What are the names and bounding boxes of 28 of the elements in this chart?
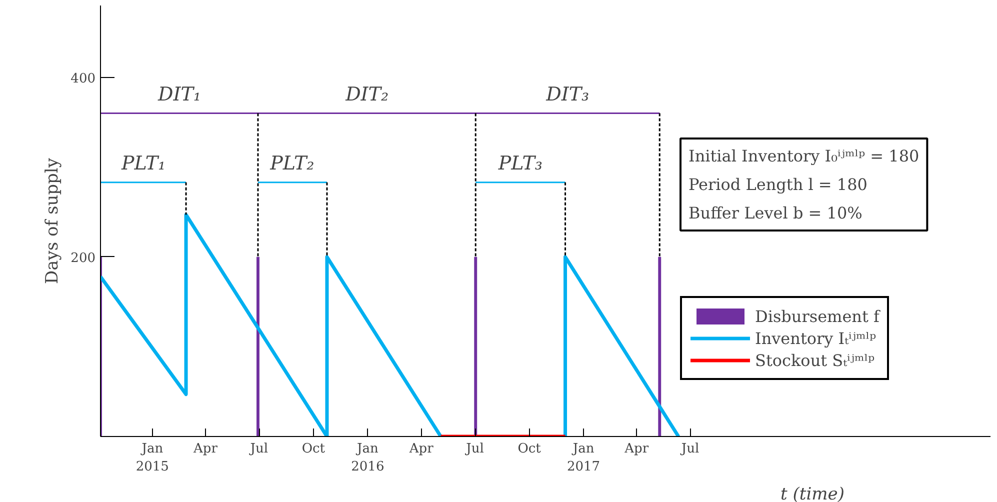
x-tick-label: Oct [302,442,326,456]
x-tick-label: Apr [408,442,434,456]
x-axis-title: t (time) [780,484,844,502]
x-tick-label: Jan 2016 [351,442,384,474]
annotation: Period Length l = 180 [688,175,868,194]
x-tick-label: Jul [464,442,484,456]
annotation: Buffer Level b = 10% [688,204,862,222]
x-tick-label: Jan 2015 [136,442,169,474]
y-axis-title: Days of supply [42,158,63,284]
x-tick-label: Oct [518,442,542,456]
x-tick-label: Jan 2017 [567,442,600,474]
annotation: DIT₃ [545,83,590,106]
x-tick-label: Apr [192,442,218,456]
x-tick-label: Jul [679,442,700,456]
legend-label: Stockout Sₜⁱʲᵐˡᵖ [755,350,875,370]
legend-label: Disbursement f [755,306,880,326]
annotation: DIT₁ [157,83,202,106]
annotation: PLT₂ [269,152,314,174]
legend-label: Inventory Iₜⁱʲᵐˡᵖ [755,328,876,348]
x-tick-label: Jul [248,442,268,456]
annotation: Initial Inventory I₀ⁱʲᵐˡᵖ = 180 [688,146,920,166]
y-tick-label: 400 [70,71,96,86]
y-tick-label: 200 [70,250,96,266]
line-series [100,212,443,436]
annotation: PLT₃ [497,152,543,174]
annotation: DIT₂ [344,83,389,106]
x-tick-label: Apr [624,442,650,456]
annotation: PLT₁ [120,152,166,174]
